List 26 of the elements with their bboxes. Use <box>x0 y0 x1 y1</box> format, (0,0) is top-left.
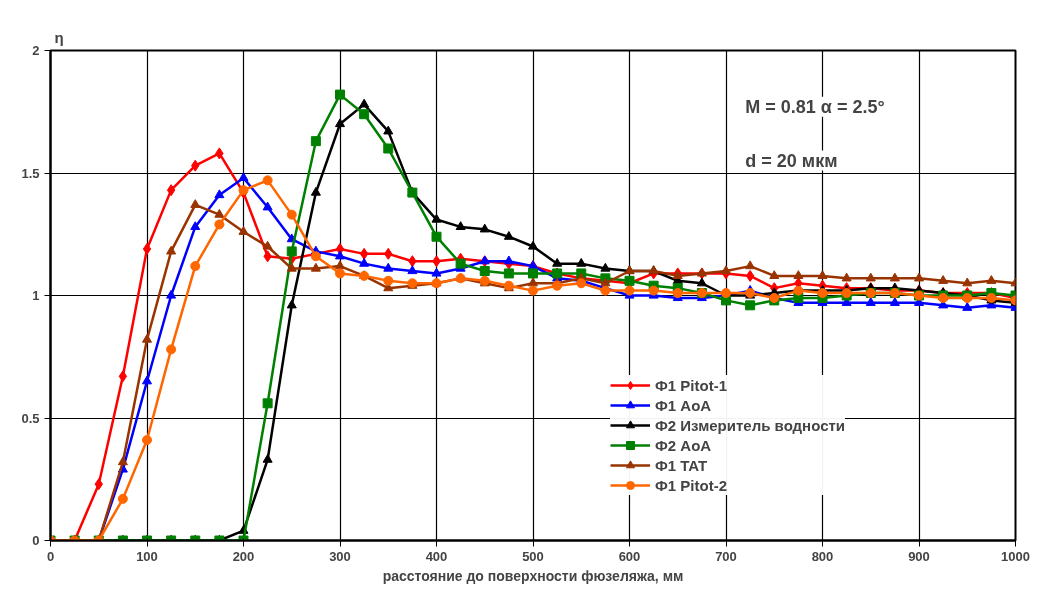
x-tick-label: 200 <box>232 548 255 564</box>
y-tick-label: 0 <box>32 533 40 548</box>
x-tick-label: 0 <box>46 548 55 564</box>
x-tick-label: 700 <box>715 548 737 564</box>
x-axis-title: расстояние до поверхности фюзеляжа, мм <box>382 567 684 584</box>
legend-label: Ф2 Измеритель водности <box>655 416 846 434</box>
x-tick-label: 400 <box>425 548 448 564</box>
x-tick-label: 600 <box>618 548 641 564</box>
y-axis-title: η <box>54 28 64 46</box>
y-tick-label: 0.5 <box>21 410 40 426</box>
y-tick-label: 1.5 <box>21 165 40 181</box>
legend-label: Ф1 AoA <box>655 396 712 414</box>
x-tick-label: 500 <box>522 548 544 564</box>
annotation: d = 20 мкм <box>745 150 838 171</box>
x-tick-label: 900 <box>908 548 930 564</box>
y-tick-label: 1 <box>32 288 40 303</box>
legend-label: Ф2 AoA <box>655 436 712 454</box>
legend-label: Ф1 Pitot-2 <box>655 476 727 494</box>
x-tick-label: 300 <box>329 548 351 564</box>
x-tick-label: 800 <box>811 548 834 564</box>
y-tick-label: 2 <box>32 43 40 58</box>
x-tick-label: 1000 <box>1001 548 1030 564</box>
x-tick-label: 100 <box>136 548 158 564</box>
annotation: M = 0.81 α = 2.5° <box>745 96 885 117</box>
legend-label: Ф1 TAT <box>655 456 708 474</box>
legend-label: Ф1 Pitot-1 <box>655 376 727 394</box>
